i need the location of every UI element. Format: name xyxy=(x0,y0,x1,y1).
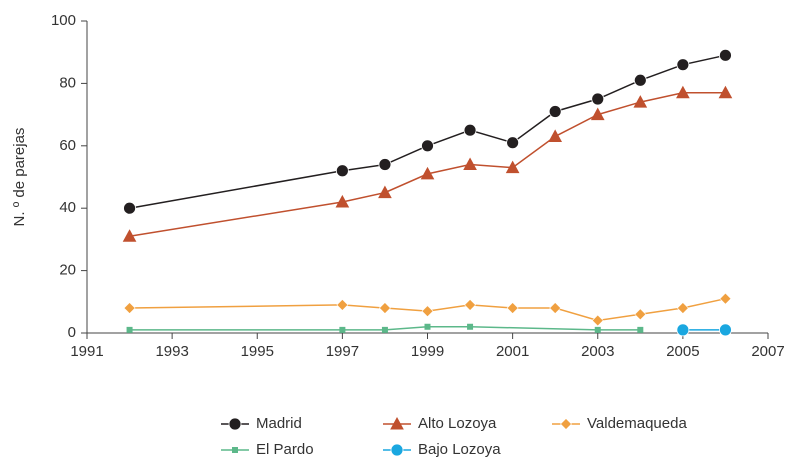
data-point xyxy=(420,166,435,180)
x-tick-label: 1995 xyxy=(241,343,274,360)
y-tick-label: 60 xyxy=(59,137,76,154)
x-tick-label: 2001 xyxy=(496,343,529,360)
data-point xyxy=(339,326,346,333)
data-point xyxy=(548,105,562,118)
x-tick-label: 2005 xyxy=(666,343,699,360)
legend-marker xyxy=(232,447,238,453)
x-tick-label: 1999 xyxy=(411,343,444,360)
data-point xyxy=(633,73,647,87)
data-point xyxy=(424,323,431,330)
x-tick-label: 1993 xyxy=(155,343,188,360)
legend-label: Madrid xyxy=(256,415,302,432)
data-point xyxy=(335,164,349,178)
y-axis-label: N. º de parejas xyxy=(11,128,28,227)
data-point xyxy=(505,160,520,174)
legend-marker xyxy=(390,443,404,457)
legend-label: Alto Lozoya xyxy=(418,415,497,432)
data-point xyxy=(633,95,648,108)
data-point xyxy=(379,302,391,314)
data-point xyxy=(123,201,136,215)
data-point xyxy=(467,323,474,330)
data-point xyxy=(506,302,519,314)
y-tick-label: 0 xyxy=(68,324,76,341)
data-point xyxy=(336,298,349,311)
data-point xyxy=(548,129,563,142)
y-tick-label: 40 xyxy=(59,199,76,216)
data-point xyxy=(718,85,733,99)
y-tick-label: 80 xyxy=(59,74,76,91)
data-point xyxy=(549,302,562,314)
data-point xyxy=(421,305,434,318)
data-point xyxy=(676,323,690,337)
data-point xyxy=(335,194,350,208)
data-point xyxy=(126,326,133,333)
data-point xyxy=(378,158,392,171)
data-point xyxy=(506,136,520,150)
data-point xyxy=(421,139,434,153)
data-point xyxy=(123,302,136,314)
data-point xyxy=(591,92,605,106)
x-tick-label: 2003 xyxy=(581,343,614,360)
data-point xyxy=(591,314,604,327)
x-tick-label: 1991 xyxy=(70,343,103,360)
legend-marker xyxy=(390,416,404,430)
data-point xyxy=(590,107,605,121)
legend-label: Valdemaqueda xyxy=(587,415,687,432)
data-point xyxy=(676,85,690,99)
data-point xyxy=(676,302,689,314)
data-point xyxy=(122,229,137,242)
series-line xyxy=(129,92,726,238)
data-point xyxy=(381,326,388,333)
data-point xyxy=(676,58,690,72)
x-tick-label: 1997 xyxy=(326,343,359,360)
legend-label: El Pardo xyxy=(256,441,314,458)
y-tick-label: 20 xyxy=(59,262,76,279)
data-point xyxy=(719,292,732,305)
data-point xyxy=(637,326,644,333)
legend-marker xyxy=(228,417,242,431)
data-point xyxy=(463,157,477,171)
data-point xyxy=(719,323,732,337)
legend-marker xyxy=(560,418,572,430)
legend-label: Bajo Lozoya xyxy=(418,441,501,458)
data-point xyxy=(634,308,647,321)
data-point xyxy=(378,185,392,199)
x-tick-label: 2007 xyxy=(751,343,784,360)
data-point xyxy=(464,298,476,311)
data-point xyxy=(719,48,732,62)
data-point xyxy=(594,326,601,333)
data-point xyxy=(463,123,477,137)
y-tick-label: 100 xyxy=(51,12,76,29)
